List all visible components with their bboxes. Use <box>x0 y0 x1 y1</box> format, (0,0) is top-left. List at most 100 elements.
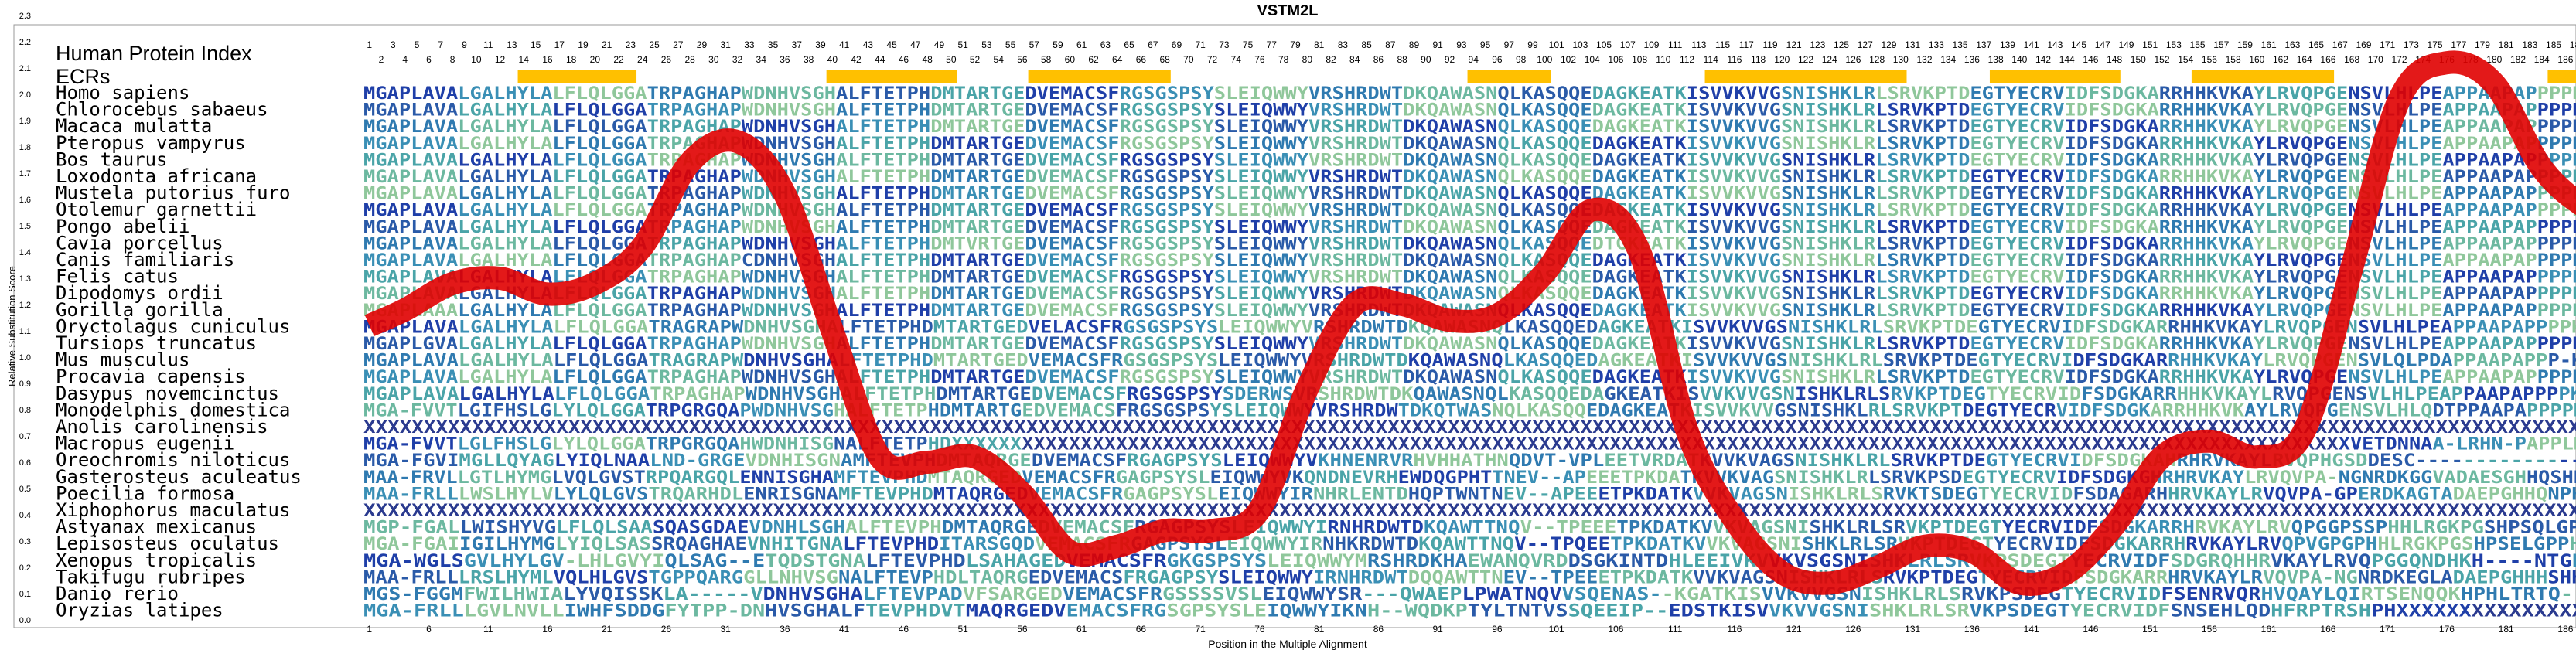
sequence-row: XXXXXXXX XXXXXXXX XXXXXXXX XXXXXXXX XXXXXXXX… <box>363 502 2576 521</box>
x-tick-label: 126 <box>1845 624 1861 635</box>
hpi-number: 182 <box>2510 54 2526 65</box>
hpi-number: 63 <box>1100 39 1111 50</box>
species-label: Danio rerio <box>56 583 179 604</box>
hpi-number: 134 <box>1940 54 1956 65</box>
hpi-number: 46 <box>899 54 909 65</box>
hpi-number: 71 <box>1195 39 1206 50</box>
species-label: Takifugu rubripes <box>56 566 246 587</box>
y-tick-label: 0.3 <box>19 537 31 546</box>
chart-title: VSTM2L <box>1257 2 1319 19</box>
x-tick-label: 76 <box>1254 624 1265 635</box>
x-tick-label: 106 <box>1608 624 1623 635</box>
hpi-number: 140 <box>2011 54 2027 65</box>
hpi-number: 139 <box>2000 39 2015 50</box>
y-tick-label: 1.4 <box>19 248 31 257</box>
hpi-number: 70 <box>1183 54 1194 65</box>
hpi-number: 62 <box>1088 54 1099 65</box>
hpi-number: 89 <box>1409 39 1420 50</box>
species-label: Cavia porcellus <box>56 232 223 254</box>
hpi-number: 97 <box>1504 39 1515 50</box>
hpi-number: 146 <box>2083 54 2098 65</box>
ecrs-label: ECRs <box>56 65 111 88</box>
hpi-number: 124 <box>1822 54 1837 65</box>
hpi-number: 30 <box>708 54 719 65</box>
x-tick-label: 71 <box>1195 624 1206 635</box>
sequence-row: MGAPLAVA LGALHYLA LFLQLGGA TRPAGHAP WDNHVSGH… <box>363 168 2576 187</box>
human-protein-index-ticks: 1234567891011121314151617181920212223242… <box>367 39 2576 65</box>
hpi-number: 64 <box>1112 54 1123 65</box>
hpi-number: 42 <box>851 54 862 65</box>
hpi-number: 114 <box>1704 54 1718 65</box>
species-label: Felis catus <box>56 266 179 288</box>
hpi-number: 77 <box>1267 39 1278 50</box>
y-tick-label: 0.7 <box>19 432 31 441</box>
ecr-bar <box>2191 70 2335 83</box>
hpi-number: 44 <box>875 54 885 65</box>
hpi-number: 90 <box>1421 54 1431 65</box>
hpi-number: 105 <box>1596 39 1612 50</box>
hpi-number: 32 <box>732 54 743 65</box>
hpi-number: 119 <box>1762 39 1777 50</box>
species-label: Loxodonta africana <box>56 165 257 187</box>
hpi-number: 74 <box>1231 54 1242 65</box>
hpi-number: 7 <box>438 39 443 50</box>
hpi-number: 161 <box>2261 39 2277 50</box>
x-tick-label: 81 <box>1314 624 1325 635</box>
hpi-number: 53 <box>981 39 992 50</box>
sequence-row: MGA-FRLL LGVLNVLL IWHFSDDG FYTPP-DN HVSGHALF… <box>363 602 2576 621</box>
ecr-bar <box>1467 70 1551 83</box>
hpi-number: 102 <box>1561 54 1576 65</box>
hpi-number: 147 <box>2095 39 2110 50</box>
hpi-number: 68 <box>1159 54 1170 65</box>
y-tick-label: 1.1 <box>19 327 31 336</box>
hpi-number: 156 <box>2202 54 2217 65</box>
sequence-row: MGAPLGVA LGALHYLA LFLQLGGA TRPAGHAP WDNHVSGH… <box>363 335 2576 354</box>
hpi-number: 98 <box>1516 54 1527 65</box>
sequence-row: MGA-FVVT LGIFHSLG LYLQLGGA TRPGRGQA PWDNHVSG… <box>363 401 2576 420</box>
hpi-number: 20 <box>590 54 601 65</box>
hpi-number: 59 <box>1053 39 1063 50</box>
hpi-number: 141 <box>2024 39 2039 50</box>
ecr-bar <box>826 70 957 83</box>
hpi-number: 52 <box>970 54 981 65</box>
hpi-number: 152 <box>2155 54 2170 65</box>
species-label: Xiphophorus maculatus <box>56 499 290 521</box>
x-tick-label: 1 <box>367 624 372 635</box>
x-axis-label: Position in the Multiple Alignment <box>1208 638 1367 650</box>
hpi-number: 151 <box>2142 39 2158 50</box>
hpi-number: 155 <box>2190 39 2206 50</box>
hpi-number: 65 <box>1124 39 1134 50</box>
x-tick-label: 136 <box>1964 624 1980 635</box>
y-tick-label: 1.0 <box>19 353 31 363</box>
x-tick-label: 116 <box>1727 624 1742 635</box>
hpi-number: 104 <box>1585 54 1600 65</box>
hpi-number: 50 <box>946 54 957 65</box>
y-tick-label: 0.8 <box>19 406 31 415</box>
hpi-number: 56 <box>1017 54 1028 65</box>
hpi-number: 122 <box>1798 54 1813 65</box>
x-tick-label: 111 <box>1668 624 1683 635</box>
y-tick-label: 1.7 <box>19 169 31 179</box>
plot-area <box>13 24 2576 628</box>
hpi-number: 101 <box>1549 39 1564 50</box>
hpi-number: 168 <box>2344 54 2359 65</box>
ecr-bar <box>2547 70 2576 83</box>
sequence-row: MGA-FGAI IGILHYMG LYIQLSAS SRQAGHAE VNHITGNA… <box>363 535 2576 554</box>
hpi-number: 85 <box>1361 39 1372 50</box>
hpi-number: 73 <box>1219 39 1230 50</box>
hpi-number: 17 <box>554 39 565 50</box>
hpi-number: 148 <box>2107 54 2122 65</box>
hpi-number: 54 <box>994 54 1005 65</box>
hpi-number: 144 <box>2059 54 2075 65</box>
hpi-number: 48 <box>922 54 933 65</box>
hpi-number: 51 <box>957 39 968 50</box>
y-axis-label: Relative Substitution Score <box>6 266 18 386</box>
hpi-number: 130 <box>1893 54 1909 65</box>
hpi-number: 88 <box>1397 54 1407 65</box>
hpi-number: 2 <box>379 54 384 65</box>
hpi-number: 26 <box>661 54 672 65</box>
hpi-number: 159 <box>2237 39 2253 50</box>
x-tick-label: 36 <box>780 624 790 635</box>
species-label: Xenopus tropicalis <box>56 550 257 571</box>
